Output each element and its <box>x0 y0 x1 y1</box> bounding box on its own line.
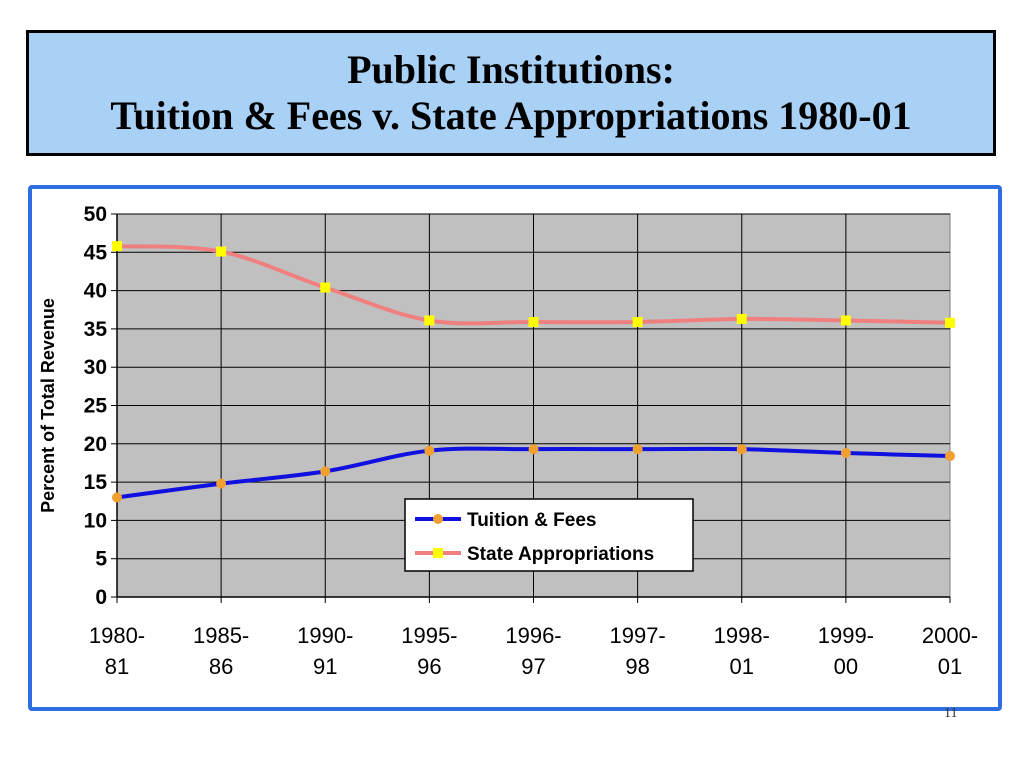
slide-title-line-1: Public Institutions: <box>347 47 675 92</box>
legend-swatch-marker <box>433 548 443 558</box>
x-tick-label: 96 <box>417 654 441 679</box>
x-tick-label: 2000- <box>922 623 978 648</box>
line-chart: 0 5 10 15 20 25 30 35 40 45 50 1980- 81 1985- 86 1990- 9… <box>38 203 978 679</box>
x-tick-label: 1980- <box>89 623 145 648</box>
y-tick-label: 10 <box>84 509 107 532</box>
x-tick-label: 00 <box>834 654 858 679</box>
data-point <box>112 241 122 252</box>
x-tick-label: 86 <box>209 654 233 679</box>
legend-label: Tuition & Fees <box>467 510 596 531</box>
data-point <box>320 466 331 477</box>
x-tick-label: 1999- <box>818 623 874 648</box>
slide-title-line-2: Tuition & Fees v. State Appropriations 1… <box>110 93 912 138</box>
x-tick-label: 1996- <box>505 623 561 648</box>
page-number: 11 <box>944 706 958 721</box>
data-point <box>424 315 435 326</box>
y-tick-label: 0 <box>95 586 107 609</box>
y-tick-label: 40 <box>84 280 107 303</box>
x-tick-label: 81 <box>105 654 129 679</box>
y-axis-label: Percent of Total Revenue <box>38 298 58 513</box>
data-point <box>632 444 643 455</box>
x-tick-label: 1998- <box>714 623 770 648</box>
x-tick-label: 1995- <box>401 623 457 648</box>
title-box: Public Institutions: Tuition & Fees v. S… <box>26 30 996 156</box>
y-tick-label: 20 <box>84 433 107 456</box>
data-point <box>945 317 955 328</box>
data-point <box>945 451 955 462</box>
data-point <box>840 315 851 326</box>
y-tick-label: 50 <box>84 203 107 226</box>
legend-swatch-marker <box>433 514 443 524</box>
y-tick-label: 15 <box>84 471 108 494</box>
legend-box <box>404 498 694 572</box>
data-point <box>528 444 539 455</box>
y-tick-label: 25 <box>84 395 108 418</box>
x-tick-label: 01 <box>730 654 754 679</box>
y-tick-label: 45 <box>84 241 108 264</box>
chart-frame: 0 5 10 15 20 25 30 35 40 45 50 1980- 81 1985- 86 1990- 9… <box>28 185 1002 711</box>
data-point <box>632 317 643 328</box>
data-point <box>736 313 747 324</box>
x-tick-label: 98 <box>625 654 649 679</box>
legend-label: State Appropriations <box>467 544 654 565</box>
y-tick-label: 30 <box>84 356 107 379</box>
data-point <box>528 317 539 328</box>
data-point <box>216 246 227 257</box>
x-tick-label: 1997- <box>609 623 665 648</box>
data-point <box>424 445 435 456</box>
x-tick-label: 01 <box>938 654 962 679</box>
x-tick-label: 1990- <box>297 623 353 648</box>
y-tick-label: 35 <box>84 318 108 341</box>
data-point <box>216 478 227 489</box>
x-tick-label: 91 <box>313 654 337 679</box>
data-point <box>736 444 747 455</box>
data-point <box>112 492 122 503</box>
data-point <box>840 447 851 458</box>
y-tick-label: 5 <box>95 548 107 571</box>
data-point <box>320 282 331 293</box>
x-tick-label: 1985- <box>193 623 249 648</box>
x-tick-label: 97 <box>521 654 545 679</box>
